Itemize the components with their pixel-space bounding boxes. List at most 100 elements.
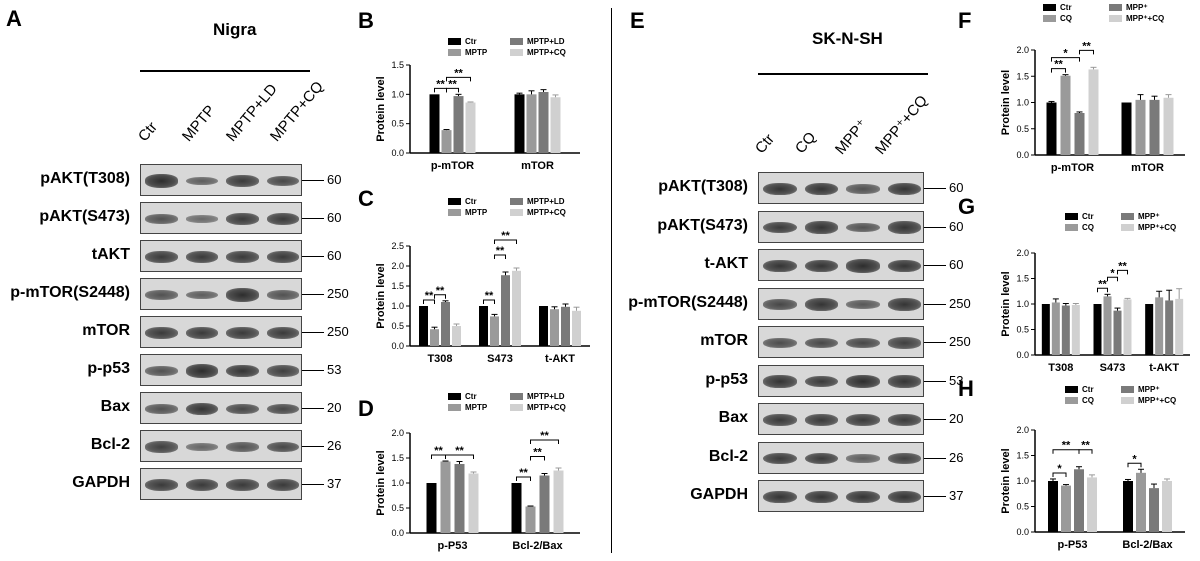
mw-tick	[302, 484, 324, 485]
protein-band	[185, 176, 218, 186]
legend-label: Ctr	[465, 37, 477, 46]
molecular-weight: 250	[949, 334, 971, 349]
significance-label: **	[1054, 59, 1063, 71]
significance-bracket	[530, 456, 545, 461]
protein-band	[887, 221, 921, 234]
y-tick-label: 0.0	[1016, 150, 1029, 160]
blot-row-label: pAKT(S473)	[657, 216, 748, 234]
x-tick-label: Bcl-2/Bax	[1122, 539, 1173, 551]
blot-row-label: p-p53	[705, 370, 748, 388]
protein-band	[763, 182, 797, 196]
significance-bracket	[530, 439, 559, 444]
lane-label: Ctr	[134, 118, 161, 145]
significance-bracket	[1097, 287, 1108, 293]
protein-band	[185, 364, 218, 378]
protein-band	[145, 479, 178, 491]
panel-label-d: D	[358, 396, 374, 421]
x-tick-label: T308	[1048, 362, 1073, 374]
mw-tick	[302, 294, 324, 295]
bar	[454, 464, 465, 533]
y-tick-label: 1.0	[1016, 98, 1029, 108]
section-divider	[611, 8, 612, 553]
legend-swatch	[510, 38, 523, 45]
significance-label: **	[454, 67, 463, 79]
significance-label: **	[1118, 260, 1127, 272]
blot-strip	[140, 164, 302, 196]
bar	[1136, 472, 1146, 532]
y-tick-label: 0.5	[1016, 502, 1029, 512]
protein-band	[185, 442, 218, 451]
y-tick-label: 2.0	[391, 428, 404, 438]
blot-row-label: GAPDH	[72, 474, 130, 491]
legend-swatch	[448, 49, 461, 56]
protein-band	[266, 175, 299, 187]
significance-label: **	[1081, 440, 1090, 452]
bar	[452, 326, 461, 346]
protein-band	[846, 299, 880, 310]
legend-swatch	[448, 393, 461, 400]
protein-band	[763, 299, 797, 310]
bar	[550, 309, 559, 346]
significance-bracket	[1079, 49, 1094, 55]
protein-band	[846, 337, 880, 349]
y-tick-label: 2.0	[391, 261, 404, 271]
bar	[512, 270, 521, 346]
blot-row-label: GAPDH	[690, 486, 748, 503]
bar	[453, 96, 464, 153]
y-tick-label: 1.5	[1016, 274, 1029, 284]
legend-swatch	[1043, 4, 1056, 11]
blot-strip	[140, 430, 302, 462]
legend-swatch	[510, 198, 523, 205]
protein-band	[887, 490, 921, 504]
protein-band	[145, 251, 178, 263]
protein-band	[763, 375, 797, 388]
legend-label: MPP⁺+CQ	[1138, 396, 1176, 405]
mw-tick	[924, 342, 946, 343]
legend-label: MPTP+LD	[527, 197, 565, 206]
molecular-weight: 20	[949, 411, 964, 426]
protein-band	[226, 442, 259, 452]
y-tick-label: 0.0	[1016, 350, 1029, 360]
mw-tick	[924, 303, 946, 305]
protein-band	[804, 337, 838, 349]
significance-bracket	[446, 87, 459, 93]
molecular-weight: 37	[327, 476, 342, 491]
x-tick-label: mTOR	[1131, 162, 1164, 174]
protein-band	[226, 213, 259, 225]
y-axis-label: Protein level	[1000, 448, 1012, 513]
molecular-weight: 60	[949, 218, 964, 234]
x-tick-label: mTOR	[521, 160, 554, 172]
molecular-weight: 250	[327, 324, 349, 339]
protein-band	[846, 184, 880, 194]
significance-bracket	[1117, 269, 1128, 275]
y-tick-label: 0.5	[1016, 325, 1029, 335]
mw-tick	[302, 408, 324, 409]
blot-right-title-line	[758, 73, 928, 75]
bar	[1149, 488, 1159, 532]
y-tick-label: 1.0	[1016, 299, 1029, 309]
mw-tick	[924, 419, 946, 420]
legend-swatch	[510, 393, 523, 400]
mw-tick	[924, 265, 946, 266]
blot-row-label: p-mTOR(S2448)	[10, 284, 130, 301]
molecular-weight: 60	[327, 172, 342, 187]
protein-band	[887, 452, 921, 465]
significance-label: **	[519, 467, 528, 479]
bar	[1074, 113, 1085, 155]
molecular-weight: 26	[327, 438, 342, 453]
bar	[429, 94, 440, 153]
blot-left-title: Nigra	[213, 20, 257, 39]
blot-row-label: t-AKT	[704, 255, 748, 272]
bar	[553, 470, 564, 533]
chart-f: Ctr CQ MPP⁺ MPP⁺+CQ 0.0 0.5 1.0 1.5 2.0 Protein l…	[1000, 3, 1185, 174]
x-tick-label: t-AKT	[1149, 362, 1179, 374]
protein-band	[887, 298, 921, 311]
protein-band	[266, 290, 299, 300]
legend-label: MPTP	[465, 208, 488, 217]
blot-strip	[140, 202, 302, 234]
protein-band	[887, 414, 921, 426]
protein-band	[266, 327, 299, 339]
legend-label: MPTP+CQ	[527, 208, 566, 217]
x-tick-label: t-AKT	[545, 353, 575, 365]
